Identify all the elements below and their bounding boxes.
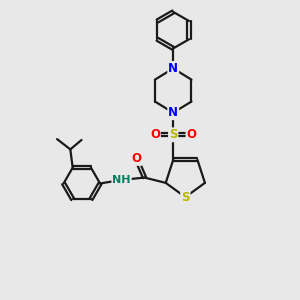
Text: O: O [131,152,141,165]
Text: N: N [168,62,178,75]
Text: O: O [150,128,160,141]
Text: S: S [181,190,190,204]
Text: S: S [169,128,178,141]
Text: N: N [168,106,178,119]
Text: NH: NH [112,175,131,185]
Text: O: O [187,128,196,141]
